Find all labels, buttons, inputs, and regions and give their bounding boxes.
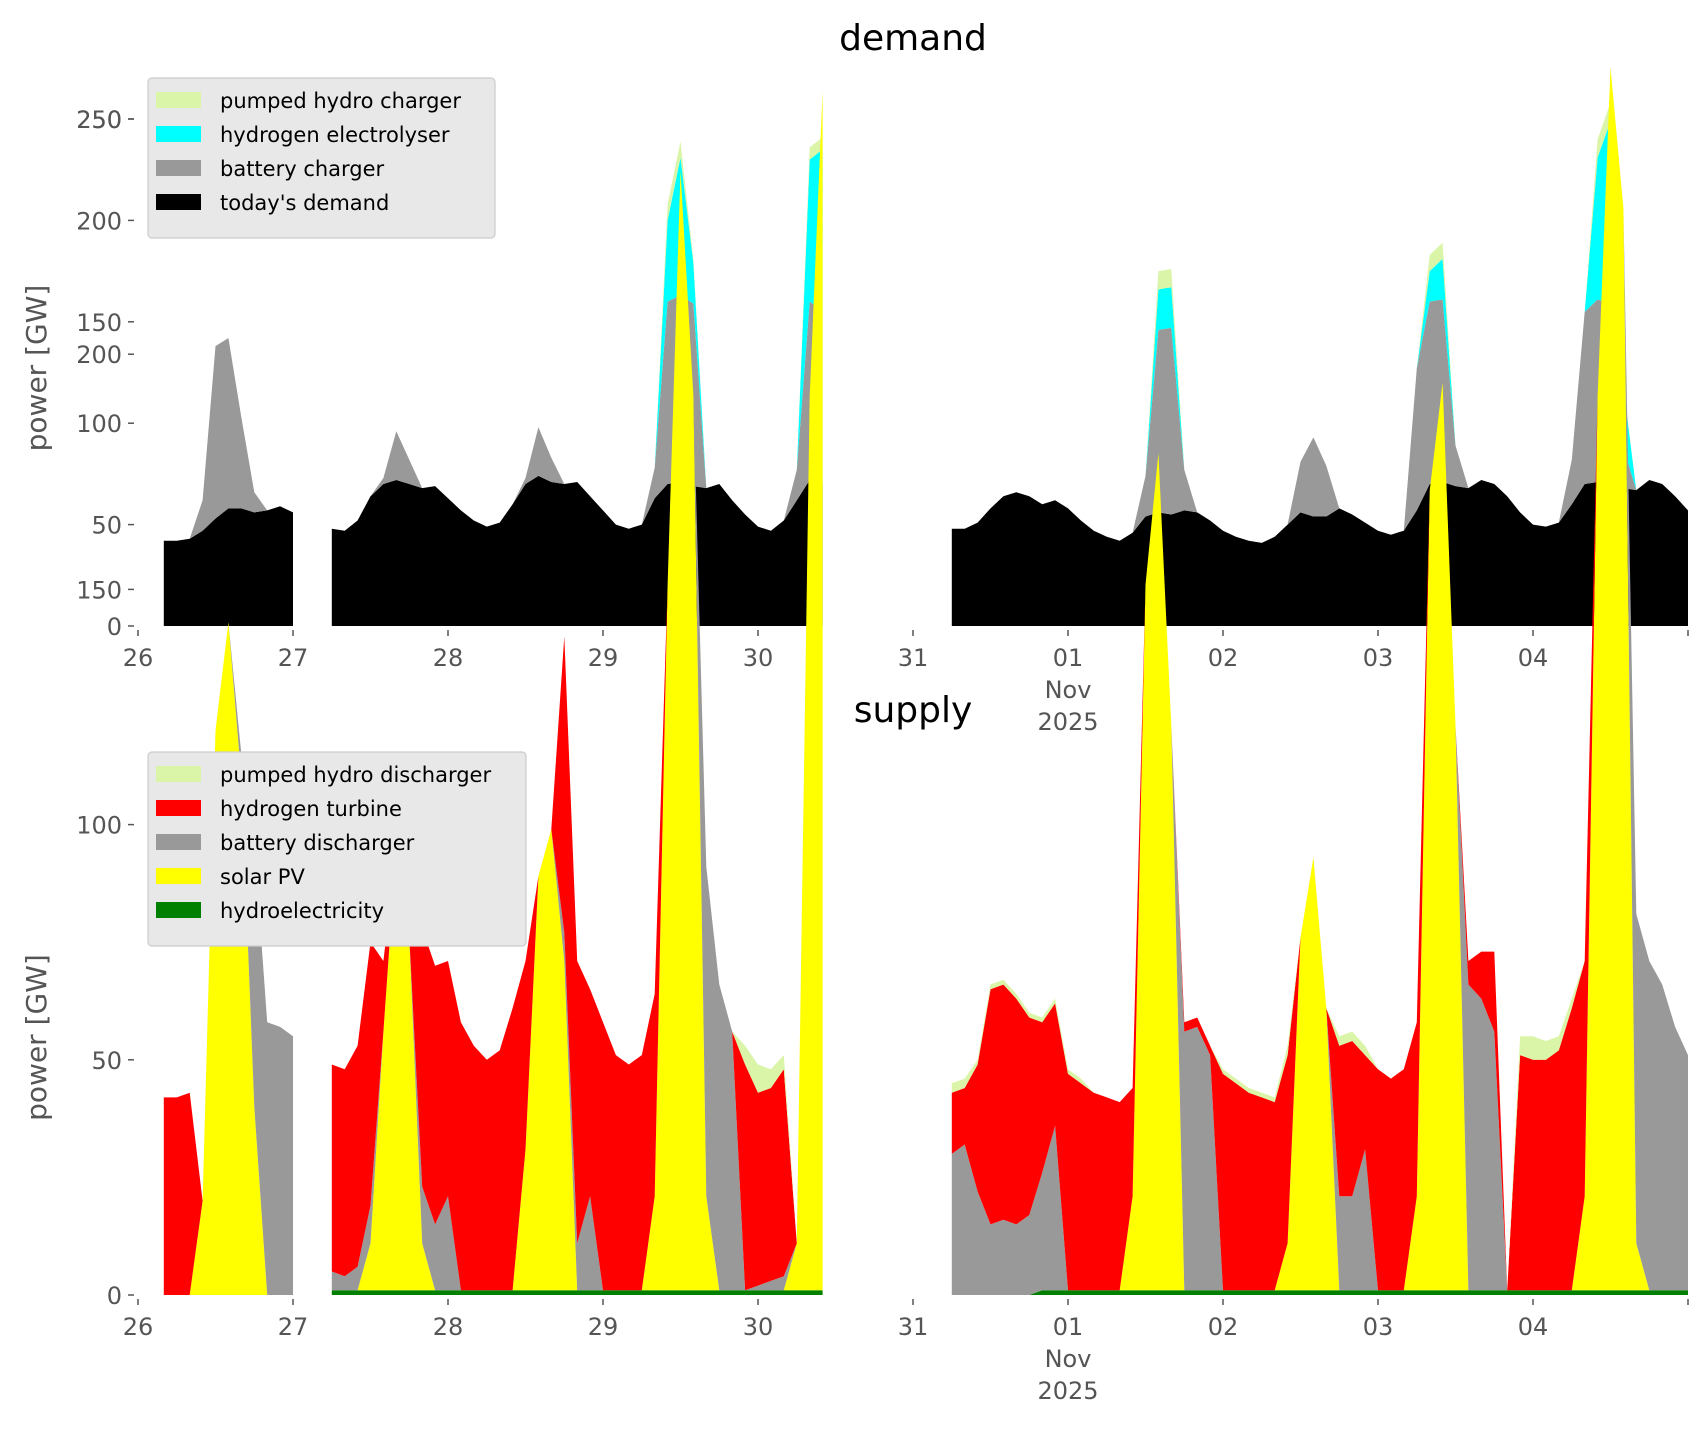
- ytick-label: 250: [76, 106, 122, 134]
- legend-label: hydrogen turbine: [220, 797, 402, 821]
- demand-title: demand: [839, 18, 987, 59]
- xtick-label: 02: [1208, 1313, 1239, 1341]
- area-battery-discharger: [163, 622, 293, 1295]
- xtick-label: 28: [433, 1313, 464, 1341]
- xtick-label: 28: [433, 644, 464, 672]
- legend-frame: [147, 751, 527, 947]
- xtick-label: 03: [1363, 644, 1394, 672]
- area-battery-charger: [331, 295, 823, 531]
- area-solar-pv: [951, 67, 1688, 1295]
- demand-ylabel: power [GW]: [20, 285, 53, 452]
- xtick-label: 31: [898, 1313, 929, 1341]
- xtick-label: 31: [898, 644, 929, 672]
- ytick-label: 250: [76, 106, 122, 134]
- area-hydroelectricity: [331, 1290, 823, 1295]
- xtick-label: 26: [123, 1313, 154, 1341]
- legend-label: hydroelectricity: [220, 899, 384, 923]
- area-battery-charger: [951, 299, 1688, 543]
- ytick-label: 200: [76, 207, 122, 235]
- ytick-label: 150: [76, 576, 122, 604]
- area-hydrogen-turbine: [331, 90, 823, 1291]
- legend-swatch: [156, 160, 201, 176]
- xtick-label: 27: [278, 1313, 309, 1341]
- area-hydrogen-turbine: [951, 67, 1688, 1291]
- legend-frame: [147, 77, 496, 239]
- xtick-label: 01: [1053, 644, 1084, 672]
- legend-swatch: [156, 92, 201, 108]
- xtick-label: 30: [743, 644, 774, 672]
- area-today-s-demand: [331, 475, 823, 626]
- legend-swatch: [156, 868, 201, 884]
- legend-label: hydrogen electrolyser: [220, 123, 450, 147]
- demand-legend: pumped hydro charger hydrogen electrolyse…: [147, 77, 496, 239]
- xtick-label: 27: [278, 644, 309, 672]
- area-solar-pv: [163, 622, 293, 1295]
- ytick-label: 50: [91, 1047, 122, 1075]
- legend-label: pumped hydro charger: [220, 89, 461, 113]
- legend-swatch: [156, 766, 201, 782]
- supply-legend: pumped hydro discharger hydrogen turbine b…: [147, 751, 527, 947]
- xtick-label: 02: [1208, 644, 1239, 672]
- area-hydrogen-turbine: [163, 622, 293, 1295]
- xtick-label: 30: [743, 1313, 774, 1341]
- xtick-sublabel: 2025: [1037, 708, 1098, 736]
- area-hydroelectricity: [951, 1290, 1688, 1295]
- legend-label: battery charger: [220, 157, 385, 181]
- xtick-sublabel: Nov: [1045, 676, 1092, 704]
- ytick-label: 100: [76, 812, 122, 840]
- ytick-label: 100: [76, 410, 122, 438]
- xtick-label: 29: [588, 644, 619, 672]
- area-solar-pv: [331, 90, 823, 1291]
- supply-title: supply: [854, 690, 973, 731]
- legend-swatch: [156, 834, 201, 850]
- xtick-label: 26: [123, 644, 154, 672]
- legend-label: solar PV: [220, 865, 305, 889]
- ytick-label: 0: [107, 613, 122, 641]
- ytick-label: 50: [91, 512, 122, 540]
- area-today-s-demand: [951, 480, 1688, 626]
- ytick-label: 150: [76, 309, 122, 337]
- legend-swatch: [156, 126, 201, 142]
- ytick-label: 200: [76, 341, 122, 369]
- area-today-s-demand: [163, 506, 293, 626]
- supply-panel: supply power [GW] 0 50 100 150 200 250 26 27 28 29 3…: [20, 67, 1689, 1405]
- xtick-label: 04: [1518, 644, 1549, 672]
- xtick-label: 01: [1053, 1313, 1084, 1341]
- ytick-label: 0: [107, 1282, 122, 1310]
- xtick-sublabel: 2025: [1037, 1377, 1098, 1405]
- legend-label: battery discharger: [220, 831, 415, 855]
- legend-swatch: [156, 194, 201, 210]
- xtick-label: 29: [588, 1313, 619, 1341]
- area-battery-charger: [163, 338, 293, 541]
- xtick-label: 03: [1363, 1313, 1394, 1341]
- demand-panel: demand power [GW] 0 50 100 150 200 250 26 27 28 29 3…: [20, 18, 1689, 736]
- xtick-sublabel: Nov: [1045, 1345, 1092, 1373]
- legend-swatch: [156, 800, 201, 816]
- legend-swatch: [156, 902, 201, 918]
- xtick-label: 04: [1518, 1313, 1549, 1341]
- supply-ylabel: power [GW]: [20, 954, 53, 1121]
- legend-label: pumped hydro discharger: [220, 763, 491, 787]
- legend-label: today's demand: [220, 191, 389, 215]
